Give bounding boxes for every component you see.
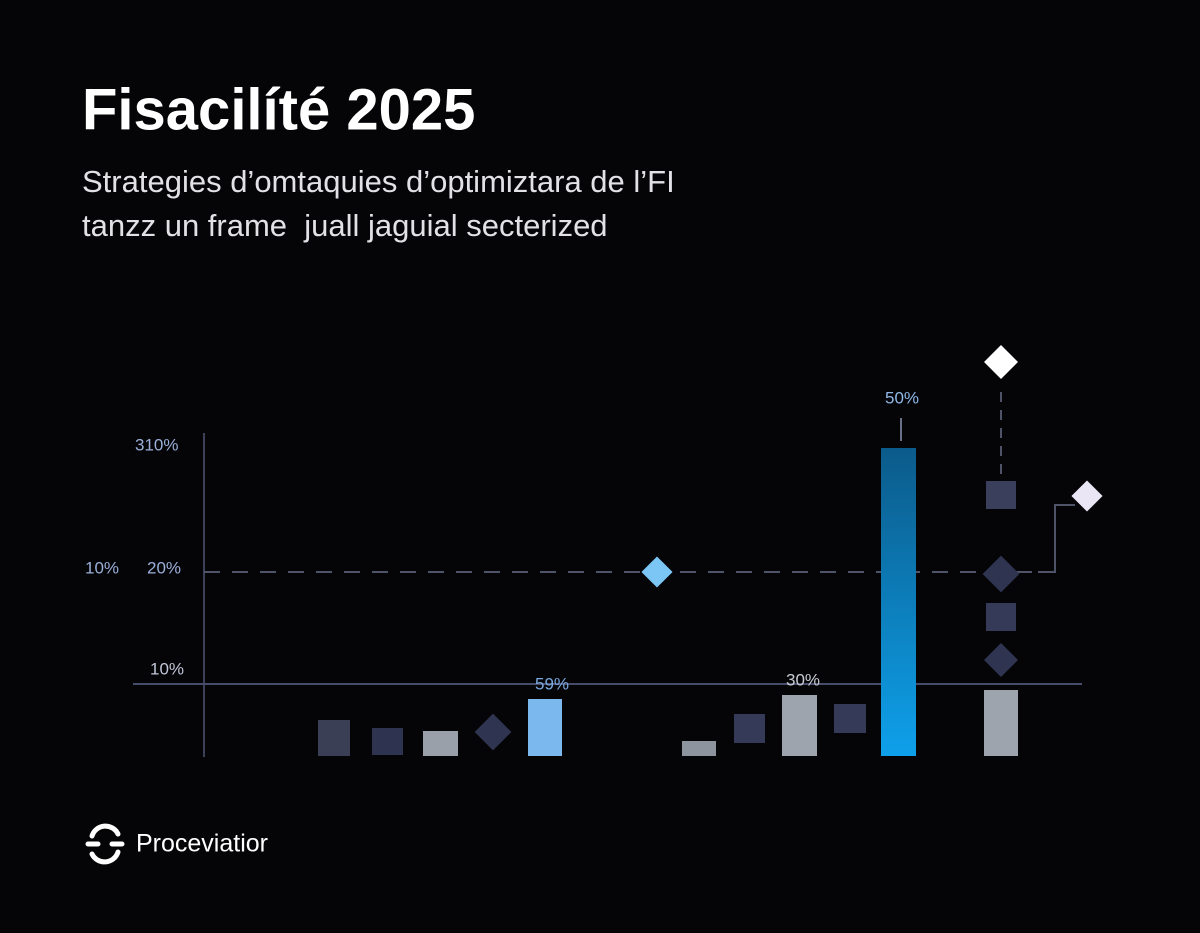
bar: [881, 448, 916, 756]
subtitle: tanzz un frame juall jaguial secterized: [82, 208, 608, 243]
bar: [782, 695, 817, 756]
square: [986, 481, 1016, 509]
diamond: [1071, 480, 1103, 512]
axis-label: 20%: [147, 558, 181, 577]
logo-icon: [85, 823, 125, 865]
logo-arc: [89, 823, 121, 839]
axis-label: 310%: [135, 435, 178, 454]
bar: [984, 690, 1018, 756]
logo-arc: [89, 849, 121, 865]
data-label: 50%: [885, 388, 919, 407]
bar: [372, 728, 403, 755]
data-label: 59%: [535, 674, 569, 693]
subtitle: Strategies d’omtaquies d’optimiztara de …: [82, 164, 675, 199]
diamond: [984, 345, 1018, 379]
data-label: 30%: [786, 670, 820, 689]
title: Fisacilíté 2025: [82, 77, 475, 142]
brand: Proceviatior: [136, 830, 268, 858]
axis-label: 10%: [150, 659, 184, 678]
square: [986, 603, 1016, 631]
bar: [834, 704, 866, 733]
connector: [1038, 504, 1075, 573]
bar: [423, 731, 458, 756]
bar: [682, 741, 716, 756]
bar: [734, 714, 765, 743]
diamond: [984, 643, 1018, 677]
axis-label: 10%: [85, 558, 119, 577]
diamond: [474, 713, 512, 751]
bar: [318, 720, 350, 756]
diamond: [982, 555, 1020, 593]
bar: [528, 699, 562, 756]
